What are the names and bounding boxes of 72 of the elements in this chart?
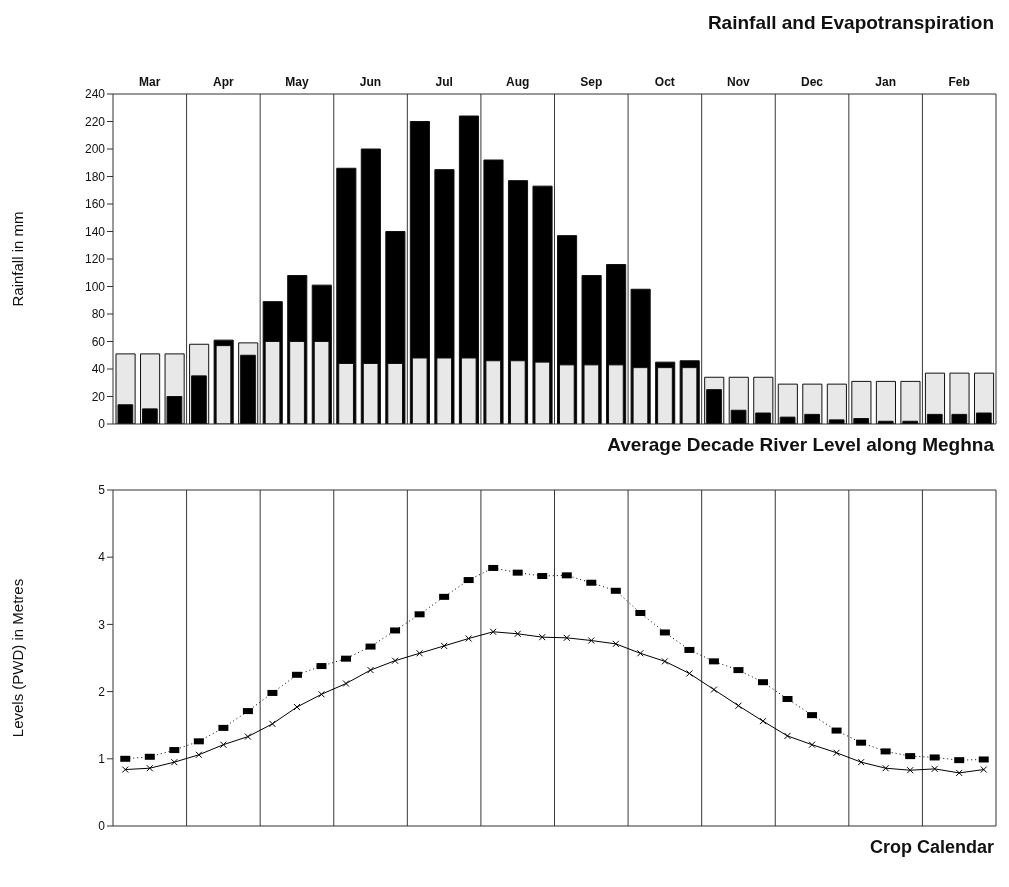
y-tick-label: 220 (84, 114, 106, 129)
point (342, 680, 350, 688)
y-tick-label: 80 (91, 307, 106, 322)
y-tick-label: 3 (98, 617, 106, 632)
point (465, 635, 473, 643)
y-axis-title: Levels (PWD) in Metres (9, 578, 27, 738)
point (538, 633, 546, 641)
point (759, 717, 767, 725)
y-tick-label: 60 (91, 334, 106, 349)
y-tick-label: 0 (98, 417, 106, 432)
point (244, 733, 252, 741)
point (563, 634, 571, 642)
y-tick-label: 200 (84, 142, 106, 157)
point (857, 758, 865, 766)
y-tick-label: 0 (98, 819, 106, 834)
point (317, 690, 325, 698)
y-tick-label: 100 (84, 279, 106, 294)
x-tick-label: Oct (654, 75, 675, 89)
chart-title: Average Decade River Level along Meghna (606, 433, 995, 457)
point (784, 732, 792, 740)
point (514, 630, 522, 638)
x-tick-label: Nov (727, 75, 751, 89)
x-tick-label: Dec (801, 75, 824, 89)
point (955, 769, 963, 777)
x-tick-label: Sep (580, 75, 603, 89)
point (685, 669, 693, 677)
point (882, 764, 890, 772)
y-tick-label: 180 (84, 169, 106, 184)
point (661, 657, 669, 665)
point (906, 766, 914, 774)
x-tick-label: Mar (139, 75, 161, 89)
y-tick-label: 140 (84, 224, 106, 239)
x-tick-label: Jul (435, 75, 453, 89)
point (833, 749, 841, 757)
text: Crop Calendar (868, 836, 995, 859)
point (710, 686, 718, 694)
point (146, 764, 154, 772)
y-tick-label: 120 (84, 252, 106, 267)
y-tick-label: 5 (98, 483, 106, 498)
point (121, 766, 129, 774)
x-tick-label: Jun (359, 75, 382, 89)
point (440, 642, 448, 650)
point (587, 637, 595, 645)
point (293, 703, 301, 711)
x-tick-label: Apr (213, 75, 235, 89)
point (219, 741, 227, 749)
point (170, 758, 178, 766)
point (808, 741, 816, 749)
chart-title: Rainfall and Evapotranspiration (706, 11, 995, 35)
y-axis-title: Rainfall in mm (9, 211, 27, 307)
y-tick-label: 20 (91, 389, 106, 404)
y-tick-label: 240 (84, 87, 106, 102)
x-tick-label: Aug (506, 75, 530, 89)
y-tick-label: 4 (98, 550, 106, 565)
y-tick-label: 160 (84, 197, 106, 212)
y-tick-label: 2 (98, 684, 106, 699)
y-tick-label: 1 (98, 752, 106, 767)
point (268, 720, 276, 728)
x-tick-label: May (285, 75, 309, 89)
x-tick-label: Feb (948, 75, 970, 89)
point (367, 666, 375, 674)
point (489, 628, 497, 636)
point (980, 766, 988, 774)
point (416, 649, 424, 657)
point (195, 751, 203, 759)
point (734, 702, 742, 710)
point (391, 657, 399, 665)
point (612, 640, 620, 648)
point (636, 649, 644, 657)
y-tick-label: 40 (91, 362, 106, 377)
x-tick-label: Jan (875, 75, 896, 89)
point (931, 765, 939, 773)
